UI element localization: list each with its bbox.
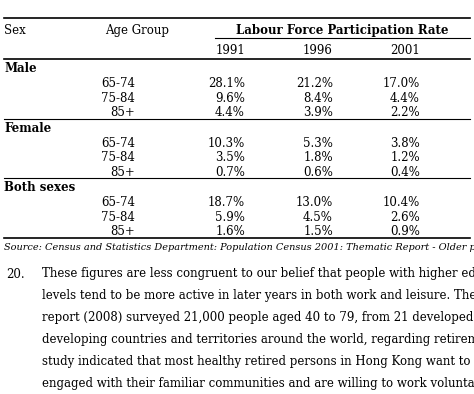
Text: Both sexes: Both sexes: [4, 181, 75, 194]
Text: 0.6%: 0.6%: [303, 166, 333, 179]
Text: 8.4%: 8.4%: [303, 92, 333, 105]
Text: 1991: 1991: [215, 43, 245, 56]
Text: 18.7%: 18.7%: [208, 196, 245, 209]
Text: Source: Census and Statistics Department: Population Census 2001: Thematic Repor: Source: Census and Statistics Department…: [4, 243, 474, 252]
Text: 4.4%: 4.4%: [215, 106, 245, 119]
Text: 75-84: 75-84: [101, 211, 135, 224]
Text: Female: Female: [4, 122, 51, 135]
Text: developing countries and territories around the world, regarding retirement.  Th: developing countries and territories aro…: [42, 333, 474, 346]
Text: 85+: 85+: [110, 166, 135, 179]
Text: study indicated that most healthy retired persons in Hong Kong want to remain: study indicated that most healthy retire…: [42, 355, 474, 368]
Text: 2.6%: 2.6%: [390, 211, 420, 224]
Text: levels tend to be more active in later years in both work and leisure. The HSBC: levels tend to be more active in later y…: [42, 290, 474, 303]
Text: 10.3%: 10.3%: [208, 137, 245, 150]
Text: 17.0%: 17.0%: [383, 77, 420, 90]
Text: 20.: 20.: [6, 268, 25, 281]
Text: 65-74: 65-74: [101, 196, 135, 209]
Text: 0.7%: 0.7%: [215, 166, 245, 179]
Text: 13.0%: 13.0%: [296, 196, 333, 209]
Text: 2001: 2001: [390, 43, 420, 56]
Text: 75-84: 75-84: [101, 151, 135, 164]
Text: 5.9%: 5.9%: [215, 211, 245, 224]
Text: 4.4%: 4.4%: [390, 92, 420, 105]
Text: 3.9%: 3.9%: [303, 106, 333, 119]
Text: engaged with their familiar communities and are willing to work voluntarily: engaged with their familiar communities …: [42, 377, 474, 390]
Text: 3.5%: 3.5%: [215, 151, 245, 164]
Text: Labour Force Participation Rate: Labour Force Participation Rate: [236, 24, 449, 37]
Text: report (2008) surveyed 21,000 people aged 40 to 79, from 21 developed and: report (2008) surveyed 21,000 people age…: [42, 312, 474, 325]
Text: 75-84: 75-84: [101, 92, 135, 105]
Text: 3.8%: 3.8%: [390, 137, 420, 150]
Text: Male: Male: [4, 62, 36, 75]
Text: 21.2%: 21.2%: [296, 77, 333, 90]
Text: These figures are less congruent to our belief that people with higher education: These figures are less congruent to our …: [42, 268, 474, 281]
Text: 1.6%: 1.6%: [215, 225, 245, 238]
Text: 1.5%: 1.5%: [303, 225, 333, 238]
Text: Sex: Sex: [4, 24, 26, 37]
Text: 10.4%: 10.4%: [383, 196, 420, 209]
Text: 2.2%: 2.2%: [391, 106, 420, 119]
Text: 1996: 1996: [303, 43, 333, 56]
Text: 0.9%: 0.9%: [390, 225, 420, 238]
Text: 0.4%: 0.4%: [390, 166, 420, 179]
Text: 1.2%: 1.2%: [391, 151, 420, 164]
Text: 4.5%: 4.5%: [303, 211, 333, 224]
Text: 1.8%: 1.8%: [303, 151, 333, 164]
Text: 65-74: 65-74: [101, 77, 135, 90]
Text: 65-74: 65-74: [101, 137, 135, 150]
Text: 5.3%: 5.3%: [303, 137, 333, 150]
Text: 85+: 85+: [110, 225, 135, 238]
Text: 9.6%: 9.6%: [215, 92, 245, 105]
Text: Age Group: Age Group: [105, 24, 169, 37]
Text: 28.1%: 28.1%: [208, 77, 245, 90]
Text: 85+: 85+: [110, 106, 135, 119]
